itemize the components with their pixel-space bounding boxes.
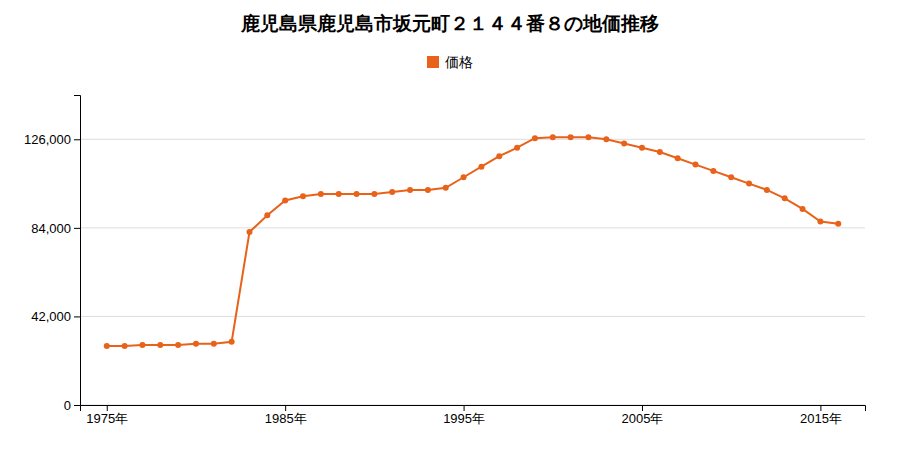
x-tick: 1995年 xyxy=(443,405,485,426)
y-tick-label: 42,000 xyxy=(31,309,71,324)
legend-swatch xyxy=(427,56,439,68)
point xyxy=(282,197,288,203)
y-axis-line xyxy=(74,96,81,406)
point xyxy=(122,343,128,349)
point xyxy=(621,141,627,147)
x-tick-mark xyxy=(107,405,108,411)
grid xyxy=(80,139,865,405)
legend-item: 価格 xyxy=(427,54,473,70)
point xyxy=(746,181,752,187)
point xyxy=(675,155,681,161)
point xyxy=(693,162,699,168)
point xyxy=(371,191,377,197)
marks xyxy=(104,134,841,349)
point xyxy=(443,185,449,191)
x-tick: 2015年 xyxy=(800,405,842,426)
point xyxy=(300,193,306,199)
point xyxy=(657,149,663,155)
y-tick: 0 xyxy=(64,398,80,413)
legend: 価格 xyxy=(427,54,473,70)
point xyxy=(246,229,252,235)
x-tick-label: 1975年 xyxy=(86,411,128,426)
y-tick-mark xyxy=(74,139,80,140)
y-tick-mark xyxy=(74,405,80,406)
x-tick: 1975年 xyxy=(86,405,128,426)
y-tick-mark xyxy=(74,228,80,229)
point xyxy=(514,145,520,151)
y-tick-mark xyxy=(74,316,80,317)
point xyxy=(354,191,360,197)
x-tick-mark xyxy=(820,405,821,411)
point xyxy=(710,168,716,174)
point xyxy=(817,219,823,225)
point xyxy=(478,164,484,170)
x-axis: 1975年 1985年 1995年 2005年 2015年 xyxy=(81,405,866,426)
x-tick-label: 2015年 xyxy=(800,411,842,426)
point xyxy=(496,153,502,159)
point xyxy=(104,343,110,349)
point xyxy=(728,174,734,180)
point xyxy=(550,134,556,140)
x-tick-label: 1985年 xyxy=(265,411,307,426)
y-tick-label: 84,000 xyxy=(31,221,71,236)
point xyxy=(835,221,841,227)
point xyxy=(318,191,324,197)
point xyxy=(211,341,217,347)
point xyxy=(461,174,467,180)
point xyxy=(532,135,538,141)
x-tick-mark xyxy=(464,405,465,411)
y-tick-label: 0 xyxy=(64,398,71,413)
point xyxy=(603,136,609,142)
point xyxy=(139,342,145,348)
legend-label: 価格 xyxy=(445,54,473,70)
title: 鹿児島県鹿児島市坂元町２１４４番８の地価推移 xyxy=(240,12,659,34)
point xyxy=(568,134,574,140)
point xyxy=(336,191,342,197)
y-tick: 126,000 xyxy=(24,132,80,147)
x-tick-mark xyxy=(285,405,286,411)
point xyxy=(585,134,591,140)
point xyxy=(264,212,270,218)
x-axis-line xyxy=(81,406,866,412)
plot: 1975年 1985年 1995年 2005年 2015年 0 42,000 84,000 12… xyxy=(24,96,866,427)
y-tick: 84,000 xyxy=(31,221,80,236)
grid-line xyxy=(80,316,865,317)
y-axis: 0 42,000 84,000 126,000 xyxy=(24,96,81,413)
point xyxy=(407,187,413,193)
point xyxy=(782,195,788,201)
point xyxy=(157,342,163,348)
point xyxy=(175,342,181,348)
x-tick-label: 2005年 xyxy=(622,411,664,426)
y-tick-label: 126,000 xyxy=(24,132,71,147)
point xyxy=(193,341,199,347)
x-tick: 2005年 xyxy=(622,405,664,426)
line xyxy=(107,137,838,346)
grid-line xyxy=(80,139,865,140)
point xyxy=(764,187,770,193)
x-tick-label: 1995年 xyxy=(443,411,485,426)
x-tick-mark xyxy=(642,405,643,411)
chart: 鹿児島県鹿児島市坂元町２１４４番８の地価推移 1975年 1985年 1995年 200… xyxy=(0,0,900,450)
point xyxy=(229,339,235,345)
grid-line xyxy=(80,227,865,228)
point xyxy=(425,187,431,193)
point xyxy=(639,145,645,151)
point xyxy=(800,206,806,212)
y-tick: 42,000 xyxy=(31,309,80,324)
point xyxy=(389,189,395,195)
x-tick: 1985年 xyxy=(265,405,307,426)
